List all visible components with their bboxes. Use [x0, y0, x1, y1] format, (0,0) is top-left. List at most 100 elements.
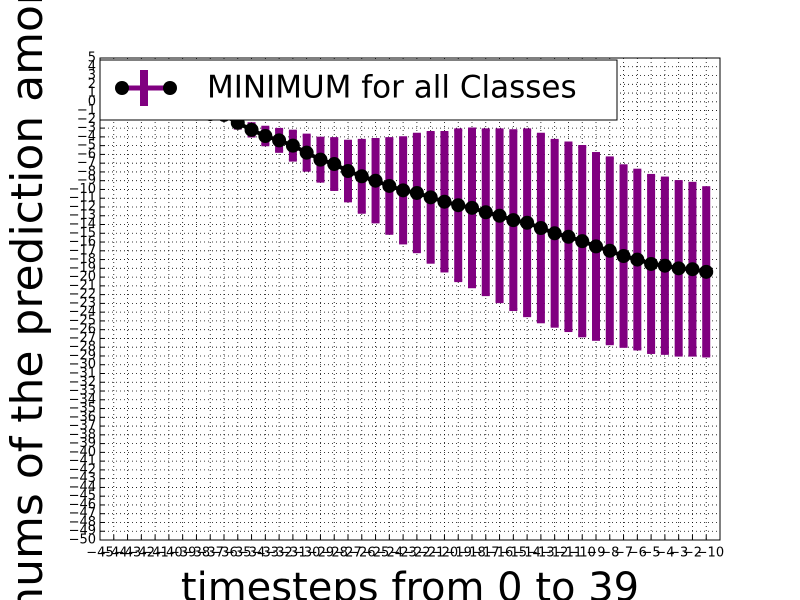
x-tick-label: −26	[348, 546, 375, 561]
y-tick-label: −19	[69, 261, 96, 276]
x-tick-label: −33	[252, 546, 279, 561]
y-tick-label: −23	[69, 296, 96, 311]
marker	[299, 145, 314, 160]
marker	[657, 258, 672, 273]
y-tick-label: −16	[69, 235, 96, 250]
y-tick-label: −46	[69, 497, 96, 512]
legend-marker	[115, 81, 129, 95]
x-tick-label: −42	[128, 546, 155, 561]
y-tick-label: −50	[69, 533, 96, 548]
y-tick-label: −25	[69, 313, 96, 328]
y-tick-label: −28	[69, 340, 96, 355]
x-tick-label: −22	[403, 546, 430, 561]
y-tick-label: −43	[69, 471, 96, 486]
y-axis-label: Minimums of the prediction among all cla…	[2, 0, 53, 600]
y-tick-label: −6	[77, 147, 96, 162]
marker	[341, 164, 355, 179]
y-tick-label: −38	[69, 427, 96, 442]
marker	[520, 215, 535, 230]
legend-marker	[163, 81, 177, 95]
y-tick-label: −8	[77, 164, 96, 179]
y-tick-label: −5	[77, 138, 96, 153]
marker	[258, 128, 273, 143]
y-tick-label: −24	[69, 305, 96, 320]
marker	[699, 264, 714, 279]
x-tick-label: −13	[527, 546, 554, 561]
y-tick-label: −3	[77, 121, 96, 136]
marker	[561, 229, 576, 244]
marker	[547, 226, 562, 241]
x-tick-label: −8	[600, 546, 619, 561]
x-tick-label: −32	[265, 546, 292, 561]
x-tick-label: −31	[279, 546, 306, 561]
x-tick-label: −45	[86, 546, 113, 561]
y-tick-label: −29	[69, 348, 96, 363]
legend-box	[99, 59, 618, 121]
x-tick-label: −7	[614, 546, 633, 561]
y-tick-label: −12	[69, 199, 96, 214]
x-tick-label: −41	[141, 546, 168, 561]
y-tick-label: −41	[69, 454, 96, 469]
y-tick-label: −11	[69, 191, 96, 206]
x-tick-label: −9	[586, 546, 605, 561]
marker	[589, 239, 603, 254]
x-tick-label: −44	[100, 546, 127, 561]
y-tick-label: −48	[69, 515, 96, 530]
y-tick-label: 1	[88, 86, 96, 101]
y-tick-label: −10	[69, 182, 96, 197]
x-tick-label: −27	[334, 546, 361, 561]
marker	[616, 249, 631, 264]
y-tick-label: −15	[69, 226, 96, 241]
marker	[327, 157, 342, 172]
x-tick-label: −21	[417, 546, 444, 561]
marker	[575, 234, 590, 249]
y-tick-label: −13	[69, 208, 96, 223]
x-tick-label: −35	[224, 546, 251, 561]
plot-frame	[99, 57, 721, 541]
y-tick-label: −42	[69, 462, 96, 477]
marker	[382, 178, 397, 193]
y-tick-label: −39	[69, 436, 96, 451]
y-tick-label: −20	[69, 270, 96, 285]
x-tick-label: −43	[114, 546, 141, 561]
x-tick-label: −24	[376, 546, 403, 561]
legend: MINIMUM for all Classes	[99, 59, 618, 121]
y-tick-label: −7	[77, 156, 96, 171]
y-tick-label: −21	[69, 278, 96, 293]
x-tick-label: −37	[197, 546, 224, 561]
marker	[437, 194, 452, 209]
x-tick-label: −16	[486, 546, 513, 561]
y-tick-label: −9	[77, 173, 96, 188]
series-line	[168, 110, 707, 274]
y-tick-label: 5	[88, 51, 96, 66]
x-tick-label: −36	[210, 546, 237, 561]
y-tick-label: −22	[69, 287, 96, 302]
x-tick-label: −12	[541, 546, 568, 561]
y-tick-label: −26	[69, 322, 96, 337]
marker	[644, 256, 659, 271]
x-tick-label: −38	[183, 546, 210, 561]
marker	[244, 122, 259, 137]
x-tick-label: −14	[513, 546, 540, 561]
x-tick-label: −15	[500, 546, 527, 561]
marker	[630, 252, 645, 267]
x-tick-label: −23	[389, 546, 416, 561]
marker	[533, 221, 548, 236]
y-tick-label: −27	[69, 331, 96, 346]
y-tick-label: −36	[69, 410, 96, 425]
y-tick-label: −1	[77, 103, 96, 118]
x-axis-label: timesteps from 0 to 39	[181, 565, 639, 600]
y-tick-label: −33	[69, 384, 96, 399]
x-tick-label: −10	[569, 546, 596, 561]
y-tick-label: −40	[69, 445, 96, 460]
marker	[451, 198, 466, 213]
x-tick-label: −25	[362, 546, 389, 561]
marker	[368, 173, 383, 188]
y-tick-label: −4	[77, 129, 96, 144]
x-tick-label: −29	[307, 546, 334, 561]
x-tick-label: −11	[555, 546, 582, 561]
y-tick-label: −44	[69, 480, 96, 495]
y-tick-label: −35	[69, 401, 96, 416]
marker	[492, 208, 507, 223]
